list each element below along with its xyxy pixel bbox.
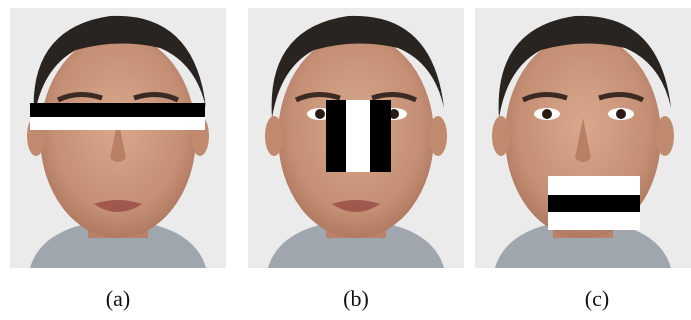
feature-white xyxy=(548,176,640,195)
feature-white xyxy=(30,117,205,130)
figure: (a) (b) (c) xyxy=(0,0,691,320)
panel-a: (a) xyxy=(10,8,226,311)
feature-black xyxy=(548,195,640,212)
panel-c: (c) xyxy=(475,8,691,311)
feature-black xyxy=(326,100,346,172)
panel-label: (b) xyxy=(343,286,369,311)
feature-white xyxy=(548,212,640,230)
panel-label: (c) xyxy=(585,286,609,311)
panel-b: (b) xyxy=(248,8,464,311)
feature-black xyxy=(370,100,391,172)
panel-label: (a) xyxy=(106,286,130,311)
feature-white xyxy=(346,100,370,172)
feature-black xyxy=(30,103,205,117)
